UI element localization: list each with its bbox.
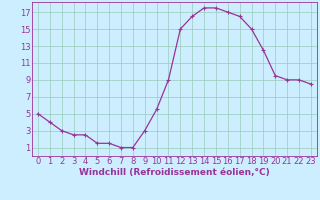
X-axis label: Windchill (Refroidissement éolien,°C): Windchill (Refroidissement éolien,°C)	[79, 168, 270, 177]
